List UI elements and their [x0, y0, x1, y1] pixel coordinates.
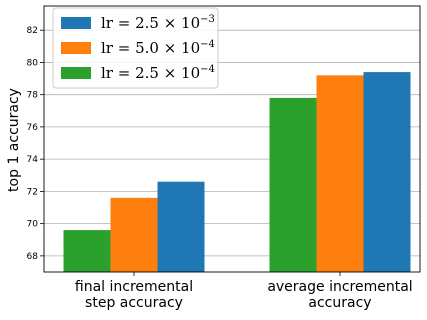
bar: [363, 72, 411, 272]
y-tick-label: 70: [27, 220, 39, 230]
legend-label: lr = 2.5 × 10−4: [101, 64, 215, 82]
bar: [157, 181, 205, 272]
legend-label: lr = 2.5 × 10−3: [101, 14, 215, 32]
y-tick-label: 74: [27, 155, 39, 165]
legend-swatch: [61, 17, 91, 29]
legend-box: [52, 7, 219, 89]
y-tick-label: 78: [27, 91, 39, 101]
bar: [316, 75, 364, 272]
x-tick-label: final incremental: [75, 279, 193, 295]
bar: [63, 230, 111, 272]
bar: [269, 97, 317, 273]
x-tick-label: accuracy: [308, 295, 371, 311]
y-tick-label: 72: [27, 187, 38, 197]
y-axis-title: top 1 accuracy: [6, 88, 22, 192]
plot-frame: [43, 5, 421, 273]
legend: lr = 2.5 × 10−3 lr = 5.0 × 10−4 lr = 2.5 ×…: [52, 7, 219, 89]
legend-label: lr = 5.0 × 10−4: [101, 39, 215, 57]
legend-swatch: [61, 67, 91, 79]
legend-swatch: [61, 42, 91, 54]
x-tick-label: step accuracy: [85, 295, 183, 311]
y-tick-label: 80: [27, 58, 39, 68]
bars: [63, 72, 411, 273]
y-tick-label: 76: [27, 123, 39, 133]
y-tick-label: 68: [27, 252, 39, 262]
bar: [110, 197, 158, 272]
y-tick-label: 82: [27, 26, 38, 36]
axes: [40, 5, 421, 276]
x-tick-label: average incremental: [267, 279, 412, 295]
